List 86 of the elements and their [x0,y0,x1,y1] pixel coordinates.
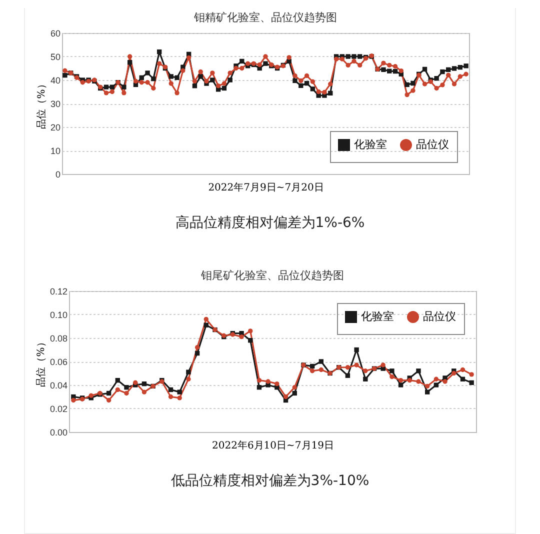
point [106,390,112,396]
point [239,334,244,340]
point [239,330,244,336]
point [310,368,315,374]
point [318,359,324,364]
point [266,379,270,384]
legend-label: 化验室 [361,310,394,323]
point [398,378,404,383]
point [274,381,280,386]
legend-label: 品位仪 [416,138,449,151]
point [345,365,350,370]
chart-title: 钼精矿化验室、品位仪趋势图 [193,11,337,24]
y-tick-label: 0.12 [50,286,68,296]
point [434,376,439,382]
point [452,370,456,376]
y-tick-label: 0.10 [50,310,68,320]
y-tick-label: 0 [55,170,60,180]
x-axis-title: 2022年6月10日~7月19日 [212,440,334,452]
point [142,381,147,386]
chart-title: 钼尾矿化验室、品位仪趋势图 [200,269,344,282]
point [424,390,430,394]
point [416,368,421,374]
point [345,373,350,378]
y-tick-label: 0.04 [50,380,68,390]
point [398,382,404,388]
point [354,362,359,368]
point [71,398,76,403]
point [168,387,174,392]
y-tick-label: 60 [50,28,60,38]
point [142,390,147,394]
point [390,374,394,380]
point [204,316,208,322]
point [248,338,253,343]
point [442,379,448,384]
point [354,347,359,352]
y-tick-label: 0.08 [50,334,68,344]
point [363,368,368,374]
point [460,376,466,382]
point [186,376,191,382]
point [133,380,138,385]
y-tick-label: 40 [50,76,60,86]
point [88,393,94,398]
point [310,364,315,369]
y-tick-label: 30 [50,99,60,109]
point [424,384,430,389]
text: 高品位精度相对偏差为1%-6% [174,214,366,232]
point [292,385,297,390]
x-axis-title: 2022年7月9日~7月20日 [208,182,324,194]
text: 低品位精度相对偏差为3%-10% [170,472,370,490]
point [194,345,200,350]
point [115,378,120,383]
point [194,350,200,356]
y-axis-title: 品位（%） [35,79,48,129]
y-tick-label: 0.02 [50,404,68,414]
y-axis-title: 品位（%） [34,337,47,387]
y-tick-label: 0.06 [50,357,68,367]
point [469,372,474,377]
point [283,394,288,400]
point [390,368,394,374]
y-tick-label: 20 [50,122,60,132]
point [460,367,466,372]
point [124,385,129,390]
point [168,394,174,400]
point [248,328,253,334]
point [256,385,262,390]
y-tick-label: 10 [50,146,60,156]
point [124,390,129,396]
point [115,387,120,392]
point [186,370,191,374]
y-tick-label: 0.00 [50,428,68,438]
legend-label: 品位仪 [423,310,456,323]
legend-label: 化验室 [354,138,387,151]
point [318,367,324,372]
point [434,382,439,388]
point [380,362,386,368]
point [204,322,208,328]
point [363,376,368,382]
point [256,378,262,383]
point [177,390,182,394]
point [177,396,182,400]
point [292,390,297,396]
point [106,398,112,403]
point [469,380,474,385]
y-tick-label: 50 [50,52,60,62]
point [407,378,412,383]
point [416,379,421,384]
